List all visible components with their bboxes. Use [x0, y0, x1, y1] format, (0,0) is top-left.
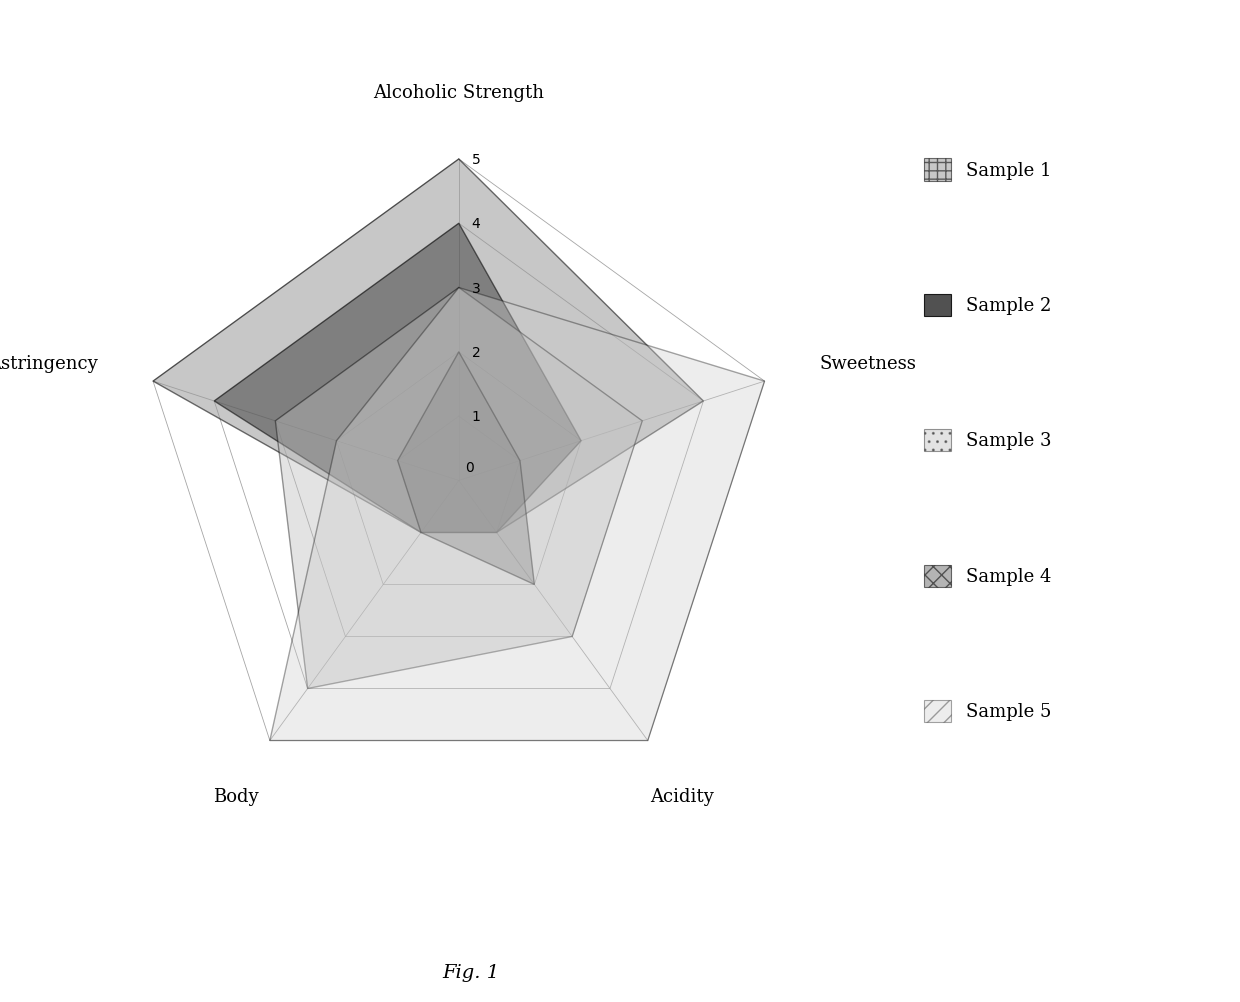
- Text: Acidity: Acidity: [650, 788, 714, 806]
- Text: 2: 2: [471, 346, 480, 360]
- Polygon shape: [270, 289, 765, 740]
- Polygon shape: [153, 159, 703, 533]
- Text: Alcoholic Strength: Alcoholic Strength: [373, 84, 544, 102]
- Text: Sample 1: Sample 1: [966, 161, 1052, 179]
- Text: 1: 1: [471, 410, 481, 424]
- Text: Sample 2: Sample 2: [966, 297, 1052, 315]
- Text: 3: 3: [471, 282, 480, 296]
- Text: 5: 5: [471, 153, 480, 166]
- Text: 4: 4: [471, 217, 480, 231]
- Text: Fig. 1: Fig. 1: [443, 963, 500, 981]
- Text: Sweetness: Sweetness: [820, 355, 916, 373]
- Text: Body: Body: [213, 788, 259, 806]
- Text: 0: 0: [465, 461, 474, 475]
- Polygon shape: [215, 224, 582, 533]
- Text: Sample 3: Sample 3: [966, 432, 1052, 450]
- Polygon shape: [275, 289, 642, 688]
- Text: Astringency: Astringency: [0, 355, 98, 373]
- Text: Sample 5: Sample 5: [966, 702, 1052, 720]
- Polygon shape: [398, 353, 534, 585]
- Text: Sample 4: Sample 4: [966, 567, 1052, 585]
